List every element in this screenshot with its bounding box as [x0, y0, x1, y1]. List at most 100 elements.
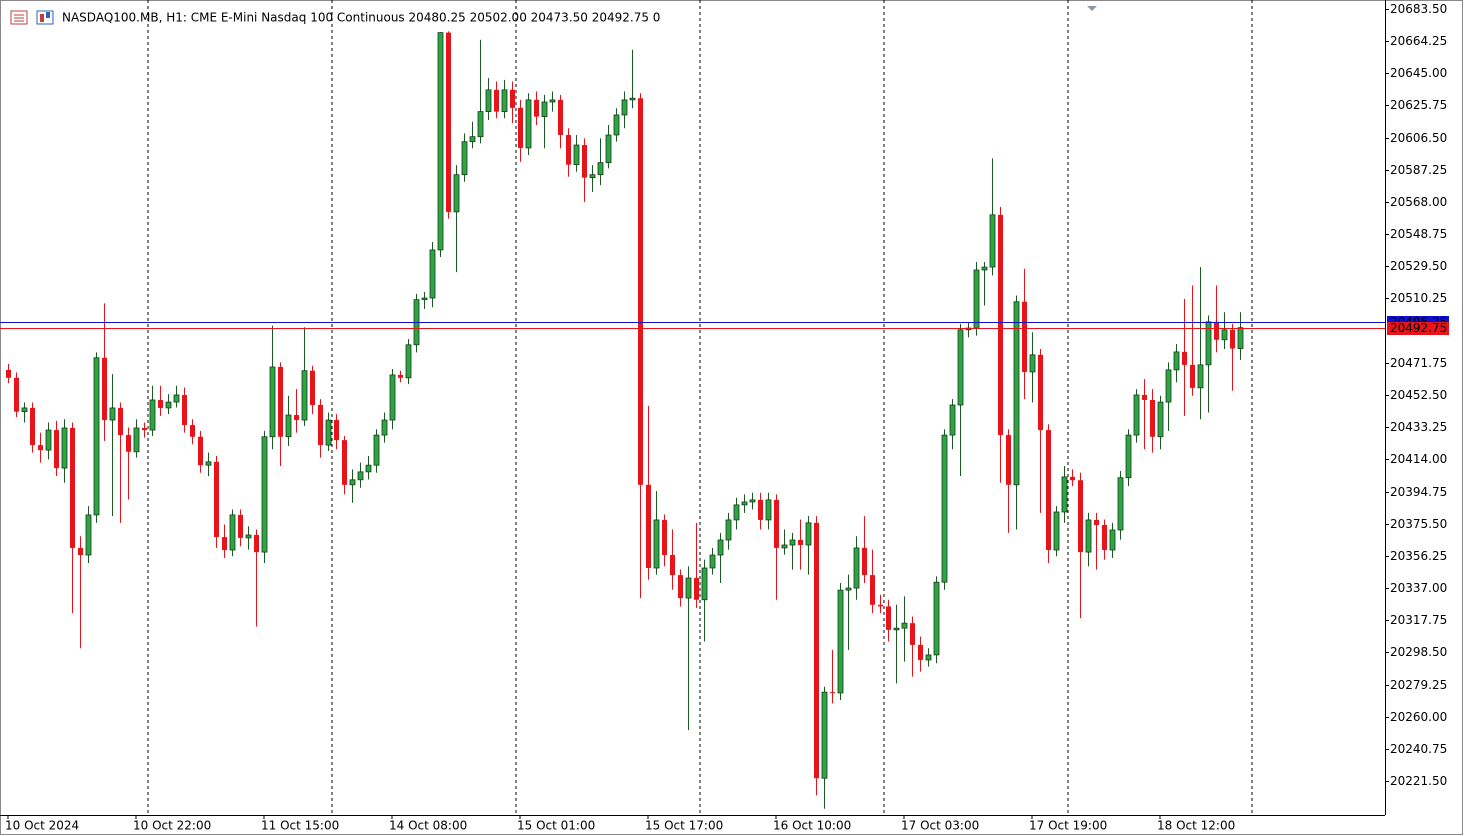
y-tick-label: 20356.25	[1390, 549, 1447, 563]
candle-body	[597, 162, 604, 176]
shift-marker	[1087, 6, 1097, 11]
candle-body	[893, 627, 900, 631]
candle-body	[85, 514, 92, 556]
icon	[36, 10, 54, 25]
candle-body	[1142, 394, 1147, 400]
candle-body	[1237, 327, 1244, 349]
x-tick-label: 11 Oct 15:00	[261, 819, 339, 833]
candle-body	[173, 394, 180, 403]
y-tick-label: 20568.00	[1390, 195, 1447, 209]
candle-body	[1150, 399, 1155, 437]
candle-body	[541, 101, 548, 118]
candle-body	[334, 420, 339, 441]
candle-body	[254, 534, 259, 553]
candle-body	[381, 419, 388, 436]
candle-body	[870, 575, 875, 605]
y-tick-label: 20625.75	[1390, 98, 1447, 112]
candle-body	[613, 114, 620, 136]
candle-body	[1094, 519, 1099, 525]
x-tick-label: 17 Oct 03:00	[901, 819, 979, 833]
candle-body	[190, 425, 195, 437]
y-tick-label: 20606.50	[1390, 131, 1447, 145]
y-tick-label: 20664.25	[1390, 34, 1447, 48]
candle-body	[837, 589, 844, 694]
x-tick-label: 10 Oct 2024	[5, 819, 79, 833]
candle-body	[781, 544, 788, 549]
y-tick-label: 20317.75	[1390, 613, 1447, 627]
y-tick-label: 20260.00	[1390, 710, 1447, 724]
candle-body	[294, 415, 299, 421]
y-tick-label: 20433.25	[1390, 420, 1447, 434]
candle-body	[1053, 511, 1060, 551]
candle-body	[717, 539, 724, 556]
candle-body	[1070, 476, 1075, 481]
candle-body	[901, 622, 908, 629]
candle-body	[1190, 364, 1195, 388]
candle-body	[1205, 321, 1212, 366]
candle-body	[638, 98, 643, 485]
candle-body	[629, 97, 636, 101]
candle-body	[1157, 401, 1164, 438]
candle-body	[830, 692, 835, 694]
candle-body	[582, 145, 587, 178]
candle-body	[1061, 476, 1068, 513]
y-tick-label: 20337.00	[1390, 581, 1447, 595]
candle-body	[285, 414, 292, 438]
candle-body	[405, 344, 412, 379]
y-tick-label: 20279.25	[1390, 678, 1447, 692]
candle-body	[261, 436, 268, 553]
candle-body	[518, 107, 523, 148]
candle-body	[229, 514, 236, 551]
icon-bar	[40, 14, 44, 22]
candle-body	[477, 111, 484, 138]
price-tag-label: 20492.75	[1390, 321, 1447, 335]
header-icons	[10, 10, 54, 25]
candle-body	[774, 499, 779, 548]
candle-body	[118, 407, 123, 436]
candle-body	[142, 427, 147, 431]
candle-body	[45, 429, 52, 451]
candle-body	[1085, 519, 1092, 553]
candle-body	[222, 537, 227, 551]
candle-body	[54, 430, 59, 469]
x-tick-label: 14 Oct 08:00	[389, 819, 467, 833]
candle-body	[589, 174, 596, 179]
candle-body	[798, 539, 803, 546]
candles	[6, 31, 1244, 809]
candle-body	[1102, 524, 1107, 551]
price-tag	[1387, 322, 1449, 335]
candle-body	[1078, 480, 1083, 553]
y-tick-label: 20529.50	[1390, 259, 1447, 273]
y-tick-label: 20452.50	[1390, 388, 1447, 402]
candle-body	[525, 99, 532, 149]
candle-body	[765, 499, 772, 521]
y-tick-label: 20645.00	[1390, 66, 1447, 80]
candle-body	[93, 357, 100, 516]
x-tick-label: 15 Oct 17:00	[645, 819, 723, 833]
candle-body	[70, 427, 75, 548]
icon-bar	[46, 12, 50, 18]
candle-body	[165, 401, 172, 409]
candle-body	[325, 419, 332, 446]
candle-body	[821, 691, 828, 779]
candle-body	[485, 89, 492, 112]
candle-body	[245, 534, 252, 539]
candle-body	[1109, 529, 1116, 551]
candle-body	[126, 435, 131, 452]
x-tick-label: 16 Oct 10:00	[773, 819, 851, 833]
y-tick-label: 20587.25	[1390, 163, 1447, 177]
candle-body	[149, 399, 156, 431]
candle-body	[1173, 351, 1180, 371]
candle-body	[685, 577, 692, 599]
candle-body	[845, 587, 852, 591]
y-tick-label: 20298.50	[1390, 645, 1447, 659]
candle-body	[741, 501, 748, 506]
candle-body	[805, 522, 812, 546]
candle-body	[973, 269, 980, 329]
candle-body	[205, 461, 212, 466]
candle-body	[605, 134, 612, 163]
candle-body	[310, 370, 315, 405]
candle-body	[301, 370, 308, 421]
candle-body	[653, 519, 660, 569]
candle-body	[38, 445, 43, 451]
